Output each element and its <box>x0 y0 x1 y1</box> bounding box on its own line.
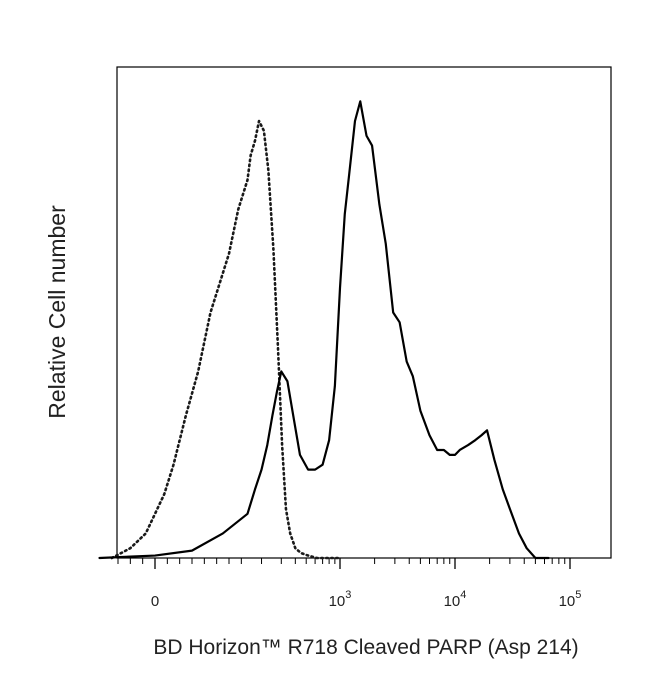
x-tick-label: 0 <box>151 593 159 610</box>
x-tick-label: 104 <box>444 589 467 610</box>
x-tick-labels: 0 103 104 105 <box>151 589 582 610</box>
x-axis-label: BD Horizon™ R718 Cleaved PARP (Asp 214) <box>153 636 578 659</box>
x-tick-exponent: 5 <box>575 589 581 601</box>
x-tick-label: 105 <box>559 589 582 610</box>
series-layer <box>98 100 550 560</box>
x-minor-ticks <box>117 558 566 564</box>
series-solid-line <box>98 100 550 560</box>
series-dotted-line <box>110 119 342 560</box>
x-tick-exponent: 3 <box>345 589 351 601</box>
x-major-ticks <box>154 558 571 569</box>
x-tick-label: 103 <box>329 589 352 610</box>
y-axis-label: Relative Cell number <box>44 205 70 419</box>
plot-frame <box>116 66 612 559</box>
x-tick-exponent: 4 <box>460 589 466 601</box>
